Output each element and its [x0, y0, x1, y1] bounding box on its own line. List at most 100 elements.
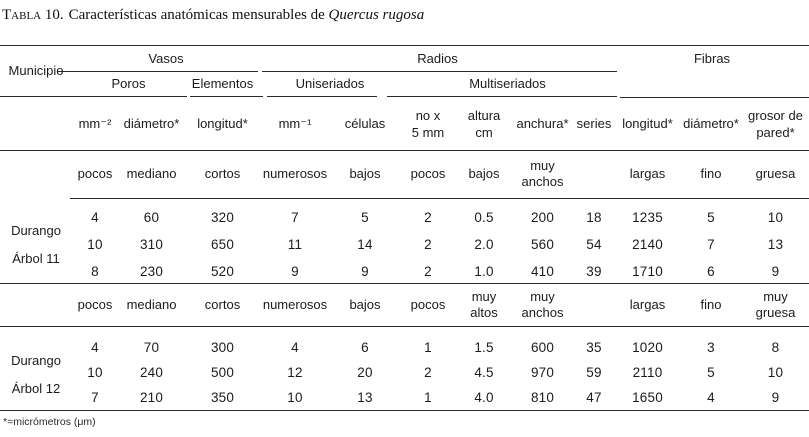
data-cell: 70 [143, 340, 160, 355]
subgroup-header-multiseriados: Multiseriados [469, 75, 546, 91]
rule-under-elementos [190, 96, 263, 97]
data-cell: 9 [771, 264, 780, 279]
data-cell: 1650 [632, 390, 663, 405]
data-cell: 0.5 [474, 210, 494, 225]
footnote: *=micrómetros (μm) [3, 416, 96, 428]
qualitative-cell: muy altos [470, 289, 498, 320]
qualitative-cell: pocos [410, 166, 446, 181]
group-header-radios: Radios [417, 50, 458, 66]
unit-header-fibras-longitud: longitud* [622, 116, 673, 131]
data-cell: 1020 [632, 340, 663, 355]
qualitative-cell: pocos [77, 166, 113, 181]
data-cell: 410 [530, 264, 555, 279]
data-cell: 13 [357, 390, 373, 405]
qualitative-cell: muy gruesa [755, 289, 796, 320]
data-cell: 7 [91, 390, 99, 405]
data-cell: 970 [530, 365, 555, 380]
unit-header-fibras-grosor: grosor de pared* [748, 107, 803, 140]
unit-header-poros-density: mm⁻² [78, 116, 112, 131]
data-cell: 9 [771, 390, 780, 405]
data-cell: 39 [586, 264, 602, 279]
qualitative-cell: largas [629, 166, 666, 181]
table-number-label: Tabla 10. [2, 7, 64, 23]
qualitative-cell: fino [700, 297, 722, 312]
data-cell: 8 [91, 264, 99, 279]
data-cell: 2 [424, 237, 432, 252]
data-cell: 4.5 [474, 365, 494, 380]
data-cell: 4 [291, 340, 299, 355]
rule-under-fibras [620, 97, 809, 98]
unit-header-elementos-longitud: longitud* [197, 116, 248, 131]
data-cell: 310 [139, 237, 164, 252]
data-cell: 2.0 [474, 237, 494, 252]
data-cell: 3 [707, 340, 715, 355]
data-cell: 1235 [632, 210, 663, 225]
data-cell: 2 [424, 365, 432, 380]
subgroup-header-elementos: Elementos [191, 75, 254, 91]
data-cell: 14 [357, 237, 373, 252]
data-cell: 35 [586, 340, 602, 355]
unit-header-multiseriados-no: no x 5 mm [411, 107, 445, 140]
rule-under-qualitative-2 [0, 326, 809, 327]
qualitative-cell [573, 285, 615, 325]
data-cell: 210 [139, 390, 164, 405]
data-cell: 10 [87, 237, 103, 252]
data-cell: 2140 [632, 237, 663, 252]
data-cell: 18 [586, 210, 602, 225]
data-cell: 8 [771, 340, 780, 355]
data-cell: 2 [424, 264, 432, 279]
data-cell: 10 [87, 365, 103, 380]
data-cell: 230 [139, 264, 164, 279]
data-cell: 54 [586, 237, 602, 252]
qualitative-cell [573, 152, 615, 196]
rule-bottom [0, 410, 809, 411]
qualitative-cell: bajos [349, 297, 381, 312]
data-cell: 600 [530, 340, 555, 355]
unit-header-poros-diametro: diámetro* [123, 116, 180, 131]
qualitative-cell: muy anchos [521, 158, 564, 189]
data-cell: 9 [361, 264, 369, 279]
data-cell: 11 [287, 237, 303, 252]
unit-header-multiseriados-series: series [576, 116, 612, 131]
qualitative-cell: mediano [126, 166, 177, 181]
data-cell: 10 [287, 390, 303, 405]
data-cell: 650 [210, 237, 235, 252]
data-cell: 5 [707, 210, 715, 225]
table-title: Tabla 10. Características anatómicas mens… [2, 7, 424, 24]
qualitative-cell: bajos [468, 166, 500, 181]
rule-under-qualitative-1 [70, 198, 809, 199]
data-cell: 5 [707, 365, 715, 380]
table-title-text: Características anatómicas mensurables d… [68, 7, 325, 23]
qualitative-cell: gruesa [755, 166, 796, 181]
data-cell: 60 [143, 210, 160, 225]
data-cell: 12 [287, 365, 303, 380]
species-name: Quercus rugosa [328, 7, 425, 23]
data-cell: 4.0 [474, 390, 494, 405]
data-cell: 560 [530, 237, 555, 252]
unit-header-uniseriados-density: mm⁻¹ [278, 116, 312, 131]
group-header-fibras: Fibras [693, 50, 731, 66]
data-cell: 240 [139, 365, 164, 380]
subgroup-header-uniseriados: Uniseriados [295, 75, 365, 91]
data-cell: 4 [707, 390, 715, 405]
data-cell: 1 [424, 340, 432, 355]
row-group-label: Durango Árbol 11 [11, 223, 61, 266]
rule-under-units [0, 150, 809, 151]
data-cell: 320 [210, 210, 235, 225]
rule-under-vasos [58, 71, 258, 72]
data-cell: 2110 [632, 365, 663, 380]
data-cell: 350 [210, 390, 235, 405]
qualitative-cell: bajos [349, 166, 381, 181]
data-cell: 59 [586, 365, 602, 380]
qualitative-cell: cortos [204, 166, 241, 181]
data-cell: 13 [767, 237, 784, 252]
qualitative-cell: fino [700, 166, 722, 181]
qualitative-cell: cortos [204, 297, 241, 312]
data-cell: 4 [91, 340, 99, 355]
data-cell: 6 [361, 340, 369, 355]
data-cell: 9 [291, 264, 299, 279]
row-group-label: Durango Árbol 12 [11, 353, 61, 396]
qualitative-cell: pocos [410, 297, 446, 312]
group-header-vasos: Vasos [148, 50, 184, 66]
